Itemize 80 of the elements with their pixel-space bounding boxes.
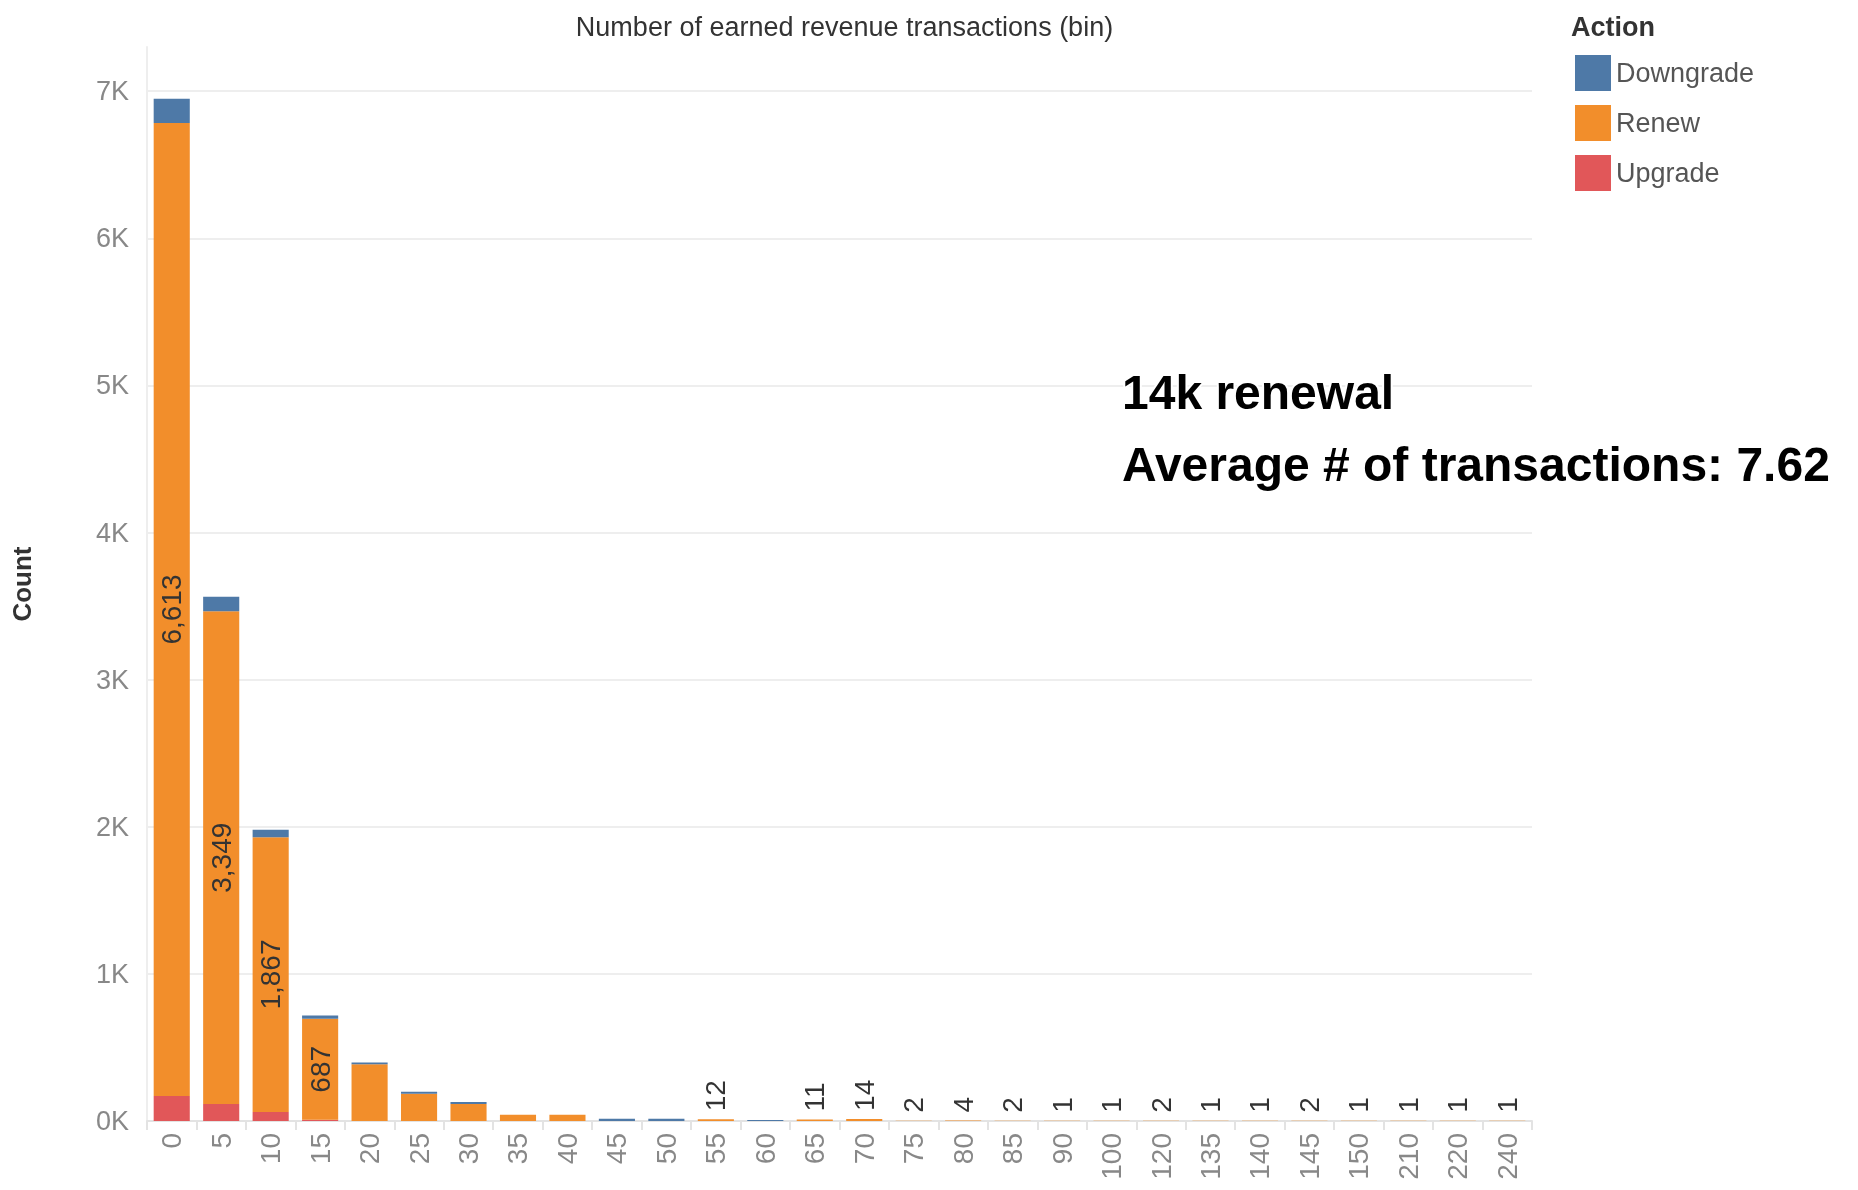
x-tick-label: 85 bbox=[997, 1133, 1029, 1165]
x-tick-label: 150 bbox=[1343, 1133, 1375, 1180]
x-tick-label: 50 bbox=[650, 1133, 682, 1165]
bar bbox=[499, 1114, 537, 1121]
x-tick-label: 60 bbox=[749, 1133, 781, 1165]
data-label: 2 bbox=[1145, 1097, 1177, 1113]
data-label: 687 bbox=[304, 1045, 336, 1093]
x-tick-label: 100 bbox=[1096, 1133, 1128, 1180]
x-tick-label: 80 bbox=[947, 1133, 979, 1165]
y-tick-label: 5K bbox=[95, 370, 129, 401]
bar bbox=[252, 837, 289, 1112]
bar bbox=[549, 1114, 586, 1121]
y-tick-label: 0K bbox=[95, 1106, 129, 1136]
x-tick-label: 75 bbox=[898, 1133, 930, 1165]
data-label: 1 bbox=[1392, 1097, 1424, 1113]
bar bbox=[252, 829, 289, 838]
data-label: 1 bbox=[1046, 1097, 1078, 1113]
bar bbox=[153, 98, 190, 124]
bar bbox=[153, 123, 190, 1096]
annotation: 14k renewal bbox=[1122, 365, 1395, 419]
x-tick-label: 120 bbox=[1145, 1133, 1177, 1180]
legend-label: Upgrade bbox=[1616, 158, 1720, 188]
data-label: 1 bbox=[1194, 1097, 1226, 1113]
data-label: 1,867 bbox=[255, 939, 287, 1010]
data-label: 14 bbox=[848, 1079, 880, 1111]
data-label: 11 bbox=[799, 1082, 831, 1112]
x-tick-label: 140 bbox=[1244, 1133, 1276, 1180]
x-tick-label: 135 bbox=[1194, 1133, 1226, 1180]
bar bbox=[302, 1015, 339, 1019]
x-tick-label: 25 bbox=[403, 1133, 435, 1165]
x-tick-label: 55 bbox=[700, 1133, 732, 1165]
bar bbox=[450, 1103, 487, 1121]
bar bbox=[351, 1064, 388, 1121]
x-tick-label: 20 bbox=[354, 1133, 386, 1165]
x-tick-label: 30 bbox=[453, 1133, 485, 1165]
x-tick-label: 145 bbox=[1293, 1133, 1325, 1180]
data-label: 4 bbox=[947, 1096, 979, 1113]
bar bbox=[203, 611, 240, 1105]
data-label: 1 bbox=[1343, 1097, 1375, 1113]
x-tick-label: 210 bbox=[1392, 1133, 1424, 1180]
bar bbox=[846, 1118, 883, 1121]
x-tick-label: 40 bbox=[551, 1133, 583, 1165]
x-tick-label: 240 bbox=[1491, 1133, 1523, 1180]
x-tick-label: 35 bbox=[502, 1133, 534, 1165]
data-label: 2 bbox=[898, 1097, 930, 1113]
data-label: 1 bbox=[1491, 1097, 1523, 1113]
data-label: 6,613 bbox=[156, 574, 188, 645]
data-label: 1 bbox=[1442, 1097, 1474, 1113]
y-tick-label: 1K bbox=[95, 958, 129, 989]
x-tick-label: 10 bbox=[255, 1133, 287, 1165]
x-tick-label: 45 bbox=[601, 1133, 633, 1165]
x-tick-label: 220 bbox=[1442, 1133, 1474, 1180]
x-tick-label: 65 bbox=[799, 1133, 831, 1165]
x-tick-label: 90 bbox=[1046, 1133, 1078, 1165]
bar bbox=[153, 1095, 190, 1121]
y-tick-label: 6K bbox=[95, 223, 129, 254]
x-axis-title: Number of earned revenue transactions (bin) bbox=[575, 11, 1114, 42]
x-tick-label: 70 bbox=[848, 1133, 880, 1165]
legend-title: Action bbox=[1571, 11, 1655, 42]
data-label: 1 bbox=[1096, 1097, 1128, 1113]
x-tick-label: 5 bbox=[205, 1133, 237, 1149]
x-tick-label: 0 bbox=[156, 1133, 188, 1149]
bar bbox=[203, 596, 240, 612]
data-label: 3,349 bbox=[205, 822, 237, 893]
x-tick-label: 15 bbox=[304, 1133, 336, 1165]
bar bbox=[401, 1093, 438, 1121]
data-label: 2 bbox=[997, 1097, 1029, 1113]
y-tick-label: 3K bbox=[95, 664, 129, 695]
legend-label: Renew bbox=[1616, 108, 1701, 138]
data-label: 12 bbox=[700, 1080, 732, 1112]
y-axis-title: Count bbox=[7, 546, 37, 622]
bar bbox=[203, 1104, 240, 1121]
legend-label: Downgrade bbox=[1616, 58, 1755, 88]
y-tick-label: 2K bbox=[95, 811, 129, 842]
bar bbox=[252, 1111, 289, 1121]
data-label: 1 bbox=[1244, 1097, 1276, 1113]
y-tick-label: 4K bbox=[95, 517, 129, 548]
y-tick-label: 7K bbox=[95, 76, 129, 107]
annotation: Average # of transactions: 7.62 bbox=[1122, 437, 1830, 491]
data-label: 2 bbox=[1293, 1097, 1325, 1113]
